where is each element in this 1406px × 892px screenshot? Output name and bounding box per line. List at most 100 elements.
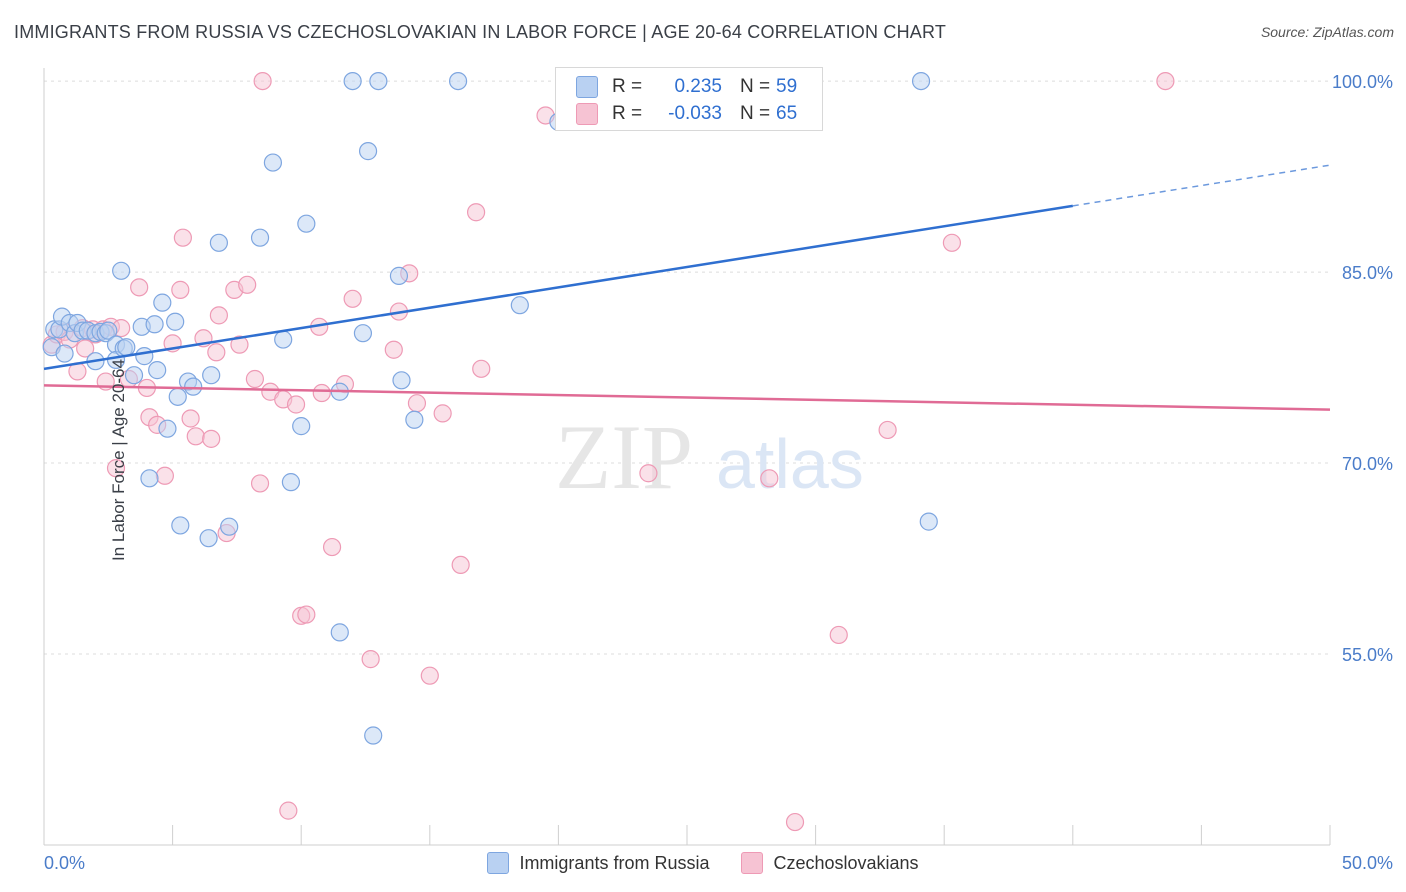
russia-point [911,71,931,91]
legend-row-czech: R = -0.033 N = 65 [576,102,797,126]
czech-point [130,278,149,297]
russia-point [55,344,74,363]
russia-point [389,266,409,285]
czech-point [253,71,272,91]
czech-point [878,420,897,440]
russia-point [919,512,938,531]
chart-title: IMMIGRANTS FROM RUSSIA VS CZECHOSLOVAKIA… [14,22,947,42]
czech-point [279,801,298,820]
source-label: Source: ZipAtlas.com [1260,24,1394,40]
russia-point [220,517,239,536]
czech-point [207,343,226,362]
trend-lines [43,164,1331,411]
stats-legend: R = 0.235 N = 59 R = -0.033 N = 65 [555,67,823,131]
grid [44,80,1330,655]
czech-point [466,203,486,222]
russia-point [297,214,316,233]
czech-point [286,395,306,414]
russia-point [448,71,468,91]
czech-point [173,228,192,247]
czech-point [76,339,95,358]
russia-point [153,293,172,312]
russia-points [42,71,938,745]
czech-point [785,812,805,832]
legend-swatch-pink [741,852,764,874]
russia-point [99,321,118,340]
watermark-atlas: atlas [716,425,864,503]
russia-point [392,371,411,390]
legend-r-value-czech: -0.033 [668,103,722,124]
czech-point [384,340,403,359]
russia-point [274,330,293,349]
legend-n-value-russia: 59 [776,76,798,97]
russia-point [343,71,362,91]
legend-swatch-blue [576,76,598,98]
czech-point [106,459,126,478]
russia-point [140,469,159,488]
legend-r-label: R = [612,103,643,124]
czech-point [1156,71,1175,91]
czech-point [343,289,362,308]
czech-point [433,404,452,423]
axes [43,68,1331,846]
czech-point [297,605,316,624]
czech-point [238,275,257,294]
legend-label-russia: Immigrants from Russia [519,852,710,873]
russia-point [292,417,311,436]
russia-point [158,419,177,438]
legend-label-czech: Czechoslovakians [773,852,919,873]
legend-r-label: R = [612,76,643,97]
y-tick-label: 70.0% [1342,454,1393,474]
czech-point [209,306,228,325]
russia-point [263,153,283,172]
czech-point [312,383,331,403]
y-tick-label: 85.0% [1342,263,1393,283]
russia-point [117,338,136,357]
russia-point [168,387,187,406]
tick-labels: 100.0% 85.0% 70.0% 55.0% 0.0% 50.0% [44,72,1393,873]
czech-trend-line [43,384,1331,411]
x-tick-label-min: 0.0% [44,853,85,873]
russia-point [124,366,144,385]
russia-point [330,623,349,642]
russia-trend-extension [1072,164,1331,207]
russia-point [281,473,301,492]
russia-point [250,228,270,247]
czech-point [230,335,249,354]
russia-point [112,261,131,280]
series-legend: Immigrants from Russia Czechoslovakians [0,852,1406,874]
czech-point [322,537,342,557]
czech-point [202,429,221,448]
czech-point [760,469,779,488]
czech-point [250,474,270,493]
russia-point [145,315,164,334]
russia-point [369,71,388,91]
czech-point [407,394,427,413]
russia-point [209,233,228,252]
czech-point [639,464,658,483]
czech-point [155,466,174,485]
russia-point [353,324,373,343]
watermark-zip: ZIP [555,406,693,508]
watermark: ZIP atlas [555,406,864,508]
legend-item-russia[interactable]: Immigrants from Russia [487,852,709,874]
legend-item-czech[interactable]: Czechoslovakians [741,852,919,874]
czech-point [245,369,265,389]
czech-point [472,359,491,378]
russia-trend-line [43,204,1073,371]
x-tick-label-max: 50.0% [1342,853,1393,873]
czech-point [420,666,439,685]
czech-point [181,409,200,428]
legend-row-russia: R = 0.235 N = 59 [576,75,797,99]
russia-point [166,312,185,331]
czech-point [361,650,380,669]
legend-r-value-russia: 0.235 [674,76,722,97]
russia-point [148,361,167,380]
czech-point [451,555,470,575]
russia-point [202,366,221,385]
czech-point [186,427,205,446]
russia-point [199,529,218,548]
czech-point [942,233,962,252]
y-tick-label: 55.0% [1342,645,1393,665]
